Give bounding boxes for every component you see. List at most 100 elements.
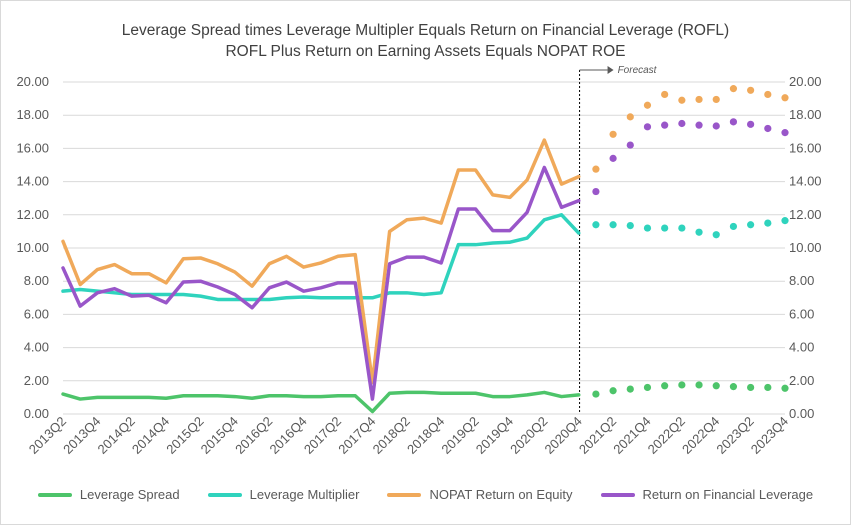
y-tick-label-left: 2.00 [24, 373, 49, 388]
forecast-point-nopat-return-on-equity [661, 90, 669, 99]
forecast-point-leverage-spread [764, 383, 772, 392]
y-tick-label-right: 18.00 [789, 107, 822, 122]
forecast-point-return-on-financial-leverage [678, 119, 686, 128]
forecast-point-return-on-financial-leverage [609, 154, 617, 162]
chart-legend: Leverage Spread Leverage Multiplier NOPA… [0, 487, 851, 502]
forecast-point-nopat-return-on-equity [781, 94, 789, 102]
forecast-point-return-on-financial-leverage [643, 123, 652, 131]
series-line-return-on-financial-leverage [61, 165, 581, 401]
legend-item-nopat-roe: NOPAT Return on Equity [387, 487, 573, 502]
forecast-point-leverage-spread [592, 390, 600, 398]
series-line-nopat-return-on-equity [61, 138, 581, 385]
y-tick-label-left: 8.00 [24, 273, 49, 288]
forecast-point-leverage-multiplier [643, 224, 652, 232]
chart-title: Leverage Spread times Leverage Multipler… [121, 22, 730, 39]
y-tick-label-left: 10.00 [16, 240, 49, 255]
legend-label-nopat-roe: NOPAT Return on Equity [429, 487, 573, 502]
y-tick-label-left: 0.00 [24, 406, 49, 421]
x-tick-label: 2014Q2 [95, 414, 138, 457]
forecast-point-leverage-spread [643, 383, 652, 392]
y-tick-label-left: 12.00 [16, 207, 49, 222]
forecast-point-leverage-multiplier [678, 224, 686, 232]
legend-item-leverage-multiplier: Leverage Multiplier [207, 487, 359, 502]
forecast-point-return-on-financial-leverage [592, 187, 600, 196]
forecast-point-return-on-financial-leverage [695, 121, 703, 129]
x-tick-label: 2014Q4 [129, 414, 172, 457]
forecast-point-leverage-spread [661, 382, 669, 390]
x-tick-label: 2016Q2 [232, 414, 275, 457]
forecast-arrow-head [607, 66, 614, 74]
legend-swatch-leverage-spread [37, 492, 72, 497]
forecast-point-leverage-spread [695, 381, 703, 389]
forecast-point-leverage-multiplier [712, 231, 720, 239]
y-tick-label-right: 12.00 [789, 207, 822, 222]
forecast-point-nopat-return-on-equity [592, 165, 600, 173]
y-tick-label-right: 4.00 [789, 340, 814, 355]
x-tick-label: 2021Q4 [610, 414, 653, 457]
y-tick-label-right: 10.00 [789, 240, 822, 255]
forecast-point-leverage-multiplier [764, 219, 772, 227]
y-tick-label-left: 4.00 [24, 340, 49, 355]
forecast-point-nopat-return-on-equity [747, 86, 755, 94]
legend-swatch-leverage-multiplier [207, 492, 242, 497]
legend-item-leverage-spread: Leverage Spread [37, 487, 180, 502]
forecast-point-leverage-spread [678, 381, 686, 389]
x-tick-label: 2019Q2 [438, 414, 481, 457]
x-tick-label: 2018Q4 [404, 414, 447, 457]
forecast-point-leverage-multiplier [781, 217, 789, 225]
forecast-point-return-on-financial-leverage [712, 122, 720, 130]
chart-subtitle: ROFL Plus Return on Earning Assets Equal… [225, 43, 626, 60]
forecast-label: Forecast [618, 65, 658, 76]
legend-swatch-rofl [600, 492, 635, 497]
y-tick-label-left: 6.00 [24, 306, 49, 321]
forecast-point-leverage-spread [729, 383, 738, 391]
x-tick-label: 2018Q2 [370, 414, 413, 457]
y-tick-label-left: 20.00 [16, 74, 49, 89]
legend-label-rofl: Return on Financial Leverage [642, 487, 814, 502]
forecast-point-leverage-multiplier [592, 221, 600, 229]
series-line-leverage-spread [61, 390, 581, 414]
forecast-point-nopat-return-on-equity [764, 90, 772, 99]
forecast-point-return-on-financial-leverage [729, 118, 738, 126]
forecast-point-return-on-financial-leverage [747, 120, 755, 128]
forecast-point-leverage-spread [712, 382, 720, 390]
forecast-point-nopat-return-on-equity [695, 95, 703, 104]
forecast-point-return-on-financial-leverage [661, 121, 669, 129]
x-tick-label: 2017Q2 [301, 414, 344, 457]
y-tick-label-right: 8.00 [789, 273, 814, 288]
x-tick-label: 2017Q4 [335, 414, 378, 457]
forecast-point-return-on-financial-leverage [626, 141, 634, 149]
forecast-point-nopat-return-on-equity [609, 130, 617, 138]
y-tick-label-left: 18.00 [16, 107, 49, 122]
legend-item-rofl: Return on Financial Leverage [600, 487, 814, 502]
x-tick-label: 2019Q4 [473, 414, 516, 457]
x-tick-label: 2023Q2 [713, 414, 756, 457]
y-tick-label-right: 0.00 [789, 406, 814, 421]
forecast-point-nopat-return-on-equity [626, 113, 634, 121]
x-tick-label: 2021Q2 [576, 414, 619, 457]
forecast-point-leverage-spread [781, 384, 789, 392]
x-tick-label: 2020Q4 [542, 414, 585, 457]
forecast-point-return-on-financial-leverage [781, 129, 789, 137]
y-tick-label-left: 14.00 [16, 174, 49, 189]
x-tick-label: 2016Q4 [266, 414, 309, 457]
forecast-point-leverage-multiplier [661, 224, 669, 232]
forecast-point-leverage-spread [747, 383, 755, 392]
x-tick-label: 2022Q2 [645, 414, 688, 457]
forecast-point-leverage-multiplier [626, 221, 634, 230]
forecast-point-nopat-return-on-equity [678, 96, 686, 104]
forecast-point-nopat-return-on-equity [729, 85, 738, 93]
y-tick-label-right: 6.00 [789, 306, 814, 321]
forecast-point-leverage-multiplier [695, 228, 703, 236]
x-tick-label: 2020Q2 [507, 414, 550, 457]
forecast-point-nopat-return-on-equity [712, 95, 720, 104]
x-tick-label: 2022Q4 [679, 414, 722, 457]
forecast-point-nopat-return-on-equity [643, 101, 652, 109]
y-tick-label-right: 20.00 [789, 74, 822, 89]
forecast-point-leverage-multiplier [729, 222, 738, 231]
x-tick-label: 2013Q4 [60, 414, 103, 457]
y-tick-label-right: 2.00 [789, 373, 814, 388]
y-tick-label-right: 16.00 [789, 140, 822, 155]
x-tick-label: 2015Q2 [163, 414, 206, 457]
